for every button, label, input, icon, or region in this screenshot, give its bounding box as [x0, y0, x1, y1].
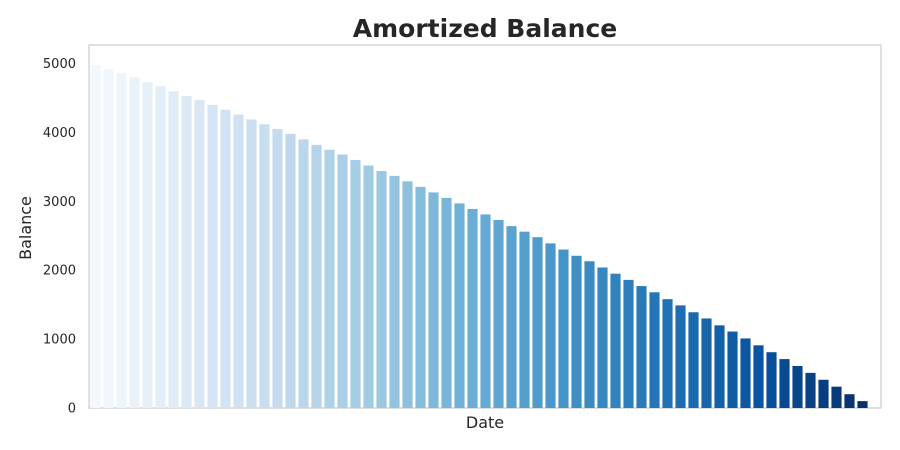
bar [519, 231, 530, 408]
bars-group [90, 64, 868, 409]
bar [818, 379, 829, 408]
bar [493, 219, 504, 408]
bar [311, 144, 322, 408]
bar [714, 325, 725, 408]
y-tick-labels: 0 1000 2000 3000 4000 5000 [43, 57, 76, 416]
bar [428, 192, 439, 408]
bar [415, 186, 426, 408]
bar [571, 255, 582, 408]
bar [792, 365, 803, 408]
bar [402, 181, 413, 408]
bar [727, 331, 738, 408]
bar [298, 139, 309, 408]
bar [207, 104, 218, 409]
y-tick-label: 2000 [43, 264, 76, 279]
y-tick-label: 5000 [43, 57, 76, 72]
bar [454, 203, 465, 408]
chart-title: Amortized Balance [353, 14, 617, 43]
bar [649, 292, 660, 408]
bar [363, 165, 374, 408]
bar [441, 197, 452, 408]
bar [246, 119, 257, 408]
y-tick-label: 0 [68, 402, 76, 417]
bar [701, 318, 712, 408]
bar [675, 305, 686, 408]
bar [636, 286, 647, 408]
bar [831, 386, 842, 408]
bar [766, 352, 777, 408]
bar [220, 109, 231, 408]
bar [337, 154, 348, 408]
bar [324, 149, 335, 408]
bar [545, 243, 556, 408]
bar [779, 359, 790, 408]
bar [584, 261, 595, 408]
bar [558, 249, 569, 408]
bar [805, 372, 816, 408]
bar [285, 133, 296, 409]
bar [740, 338, 751, 408]
y-tick-label: 1000 [43, 333, 76, 348]
bar [350, 160, 361, 408]
y-tick-label: 4000 [43, 126, 76, 141]
bar [597, 267, 608, 408]
bar [688, 312, 699, 408]
bar [532, 237, 543, 408]
bar [662, 299, 673, 408]
bar [753, 345, 764, 408]
bar [155, 86, 166, 408]
y-tick-label: 3000 [43, 195, 76, 210]
bar [480, 214, 491, 408]
bar [116, 73, 127, 409]
y-axis-label: Balance [16, 196, 35, 260]
bar [610, 273, 621, 408]
bar [103, 69, 114, 409]
bar [623, 279, 634, 408]
bar [506, 226, 517, 408]
bar [857, 401, 868, 408]
bar [376, 171, 387, 408]
bar [181, 95, 192, 408]
bar [142, 82, 153, 408]
bar [844, 394, 855, 408]
bar [129, 77, 140, 409]
bar [467, 208, 478, 408]
bar [168, 91, 179, 409]
bar [389, 175, 400, 408]
bar [194, 100, 205, 408]
bar [90, 64, 101, 408]
bar [272, 129, 283, 408]
x-axis-label: Date [466, 413, 504, 432]
bar [233, 114, 244, 408]
bar [259, 124, 270, 409]
